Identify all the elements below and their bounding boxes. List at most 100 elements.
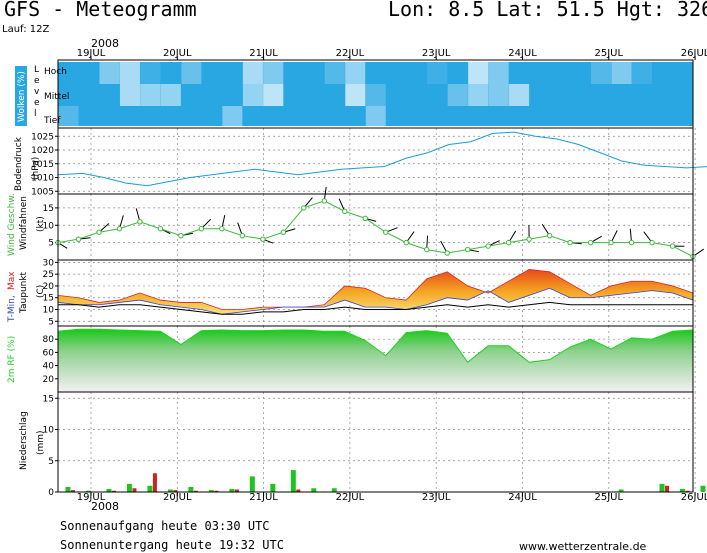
cloud-level-label: Mittel [44, 92, 69, 102]
cloud-cell [406, 62, 428, 84]
precip-bar-conv [270, 483, 276, 492]
precip-bar-large [71, 490, 75, 492]
day-label-top: 24JUL [508, 48, 537, 59]
cloud-cell [303, 62, 325, 84]
day-label-bottom: 19JUL [77, 492, 106, 503]
wind-point [157, 226, 164, 232]
precip-bar-large [296, 489, 301, 492]
wind-point [239, 232, 246, 239]
cloud-cell [242, 84, 264, 106]
temp-max-label: Max [7, 271, 17, 290]
humidity-ytick-label: 80 [43, 335, 55, 345]
wind-point [342, 208, 348, 215]
wind-point [546, 232, 553, 239]
cloud-cell [201, 106, 223, 126]
precipitation-ytick-label: 15 [43, 394, 54, 404]
level-letter: L [34, 65, 39, 75]
cloud-cell [303, 106, 325, 126]
precip-bar-large [193, 490, 198, 492]
wind-point [75, 236, 82, 242]
wind-point [403, 239, 409, 246]
temperature-ytick-label: 30 [43, 258, 55, 268]
cloud-cell [324, 62, 346, 84]
humidity-ylabel: 2m RF (%) [7, 336, 17, 383]
wind-point [526, 236, 532, 242]
wind-point [628, 239, 635, 246]
cloud-cell [262, 106, 284, 126]
wind-speed-line [57, 200, 694, 257]
precip-bar-large [173, 490, 178, 492]
wind-border [57, 193, 694, 261]
cloud-cell [672, 106, 694, 126]
precip-bar-large [665, 485, 670, 492]
wind-point [321, 198, 327, 204]
precip-bar-conv [290, 470, 296, 492]
cloud-cell [180, 62, 202, 84]
precipitation-ytick-label: 0 [48, 488, 54, 498]
level-letter: v [34, 87, 40, 97]
wind-point [669, 243, 676, 249]
cloud-cell [508, 84, 530, 106]
cloud-cell [549, 84, 571, 106]
temp-band [58, 269, 693, 315]
cloud-cell [590, 106, 612, 126]
cloud-cell [529, 62, 551, 84]
pressure-ytick-label: 1020 [31, 146, 54, 156]
wind-point [301, 205, 307, 211]
cloud-cell [406, 106, 428, 126]
cloud-cell [221, 84, 243, 106]
humidity-area [58, 329, 693, 392]
cloud-level-label: Hoch [44, 67, 67, 77]
wind-point [280, 229, 287, 235]
model-run-label: Lauf: 12Z [2, 24, 50, 35]
day-label-top: 26JUL [681, 48, 707, 59]
cloud-cell [180, 106, 202, 126]
cloud-cell [324, 106, 346, 126]
cloud-cell [652, 84, 674, 106]
cloud-cell [488, 62, 510, 84]
level-letter: e [34, 76, 40, 86]
wind-point [464, 246, 471, 253]
cloud-level-label: Tief [43, 116, 61, 126]
precip-bar-conv [680, 488, 686, 492]
precip-bar-conv [65, 487, 71, 492]
cloud-cell [344, 84, 366, 106]
precip-bar-conv [147, 485, 153, 492]
precip-bar-conv [249, 476, 255, 492]
chart-title: GFS - Meteogramm [4, 0, 197, 21]
cloud-cell [119, 84, 141, 106]
cloud-cell [611, 62, 633, 84]
temp-yunit: (C) [36, 285, 46, 298]
wind-series-label: Wind Geschw. [7, 193, 17, 256]
cloud-cell [221, 62, 243, 84]
wind-ytick-label: 10 [43, 221, 55, 231]
cloud-cell [119, 106, 141, 126]
cloud-cell [78, 84, 100, 106]
cloud-cell [611, 106, 633, 126]
precip-bar-large [214, 490, 219, 492]
cloud-cell [590, 84, 612, 106]
precip-ylabel: Niederschlag [19, 411, 29, 470]
temperature-ytick-label: 20 [43, 282, 55, 292]
cloud-label-box [15, 66, 27, 126]
cloud-cell [344, 62, 366, 84]
cloud-ylabel: Wolken (%) [17, 71, 27, 122]
cloud-cell [447, 106, 469, 126]
day-label-bottom: 21JUL [249, 492, 278, 503]
cloud-cell [570, 106, 592, 126]
wind-point [362, 215, 368, 222]
cloud-cell [549, 62, 571, 84]
temp-max-line [57, 269, 694, 310]
wind-ytick-label: 5 [48, 239, 54, 249]
wind-point [260, 236, 266, 242]
website-link[interactable]: www.wetterzentrale.de [519, 540, 647, 553]
precip-bar-large [132, 488, 137, 492]
temp-ylabel: Taupunkt [19, 271, 29, 314]
year-label-top: 2008 [91, 37, 119, 50]
cloud-cell [467, 84, 489, 106]
cloud-cell [508, 106, 530, 126]
day-label-bottom: 24JUL [508, 492, 537, 503]
cloud-cell [590, 62, 612, 84]
cloud-cell [529, 106, 551, 126]
